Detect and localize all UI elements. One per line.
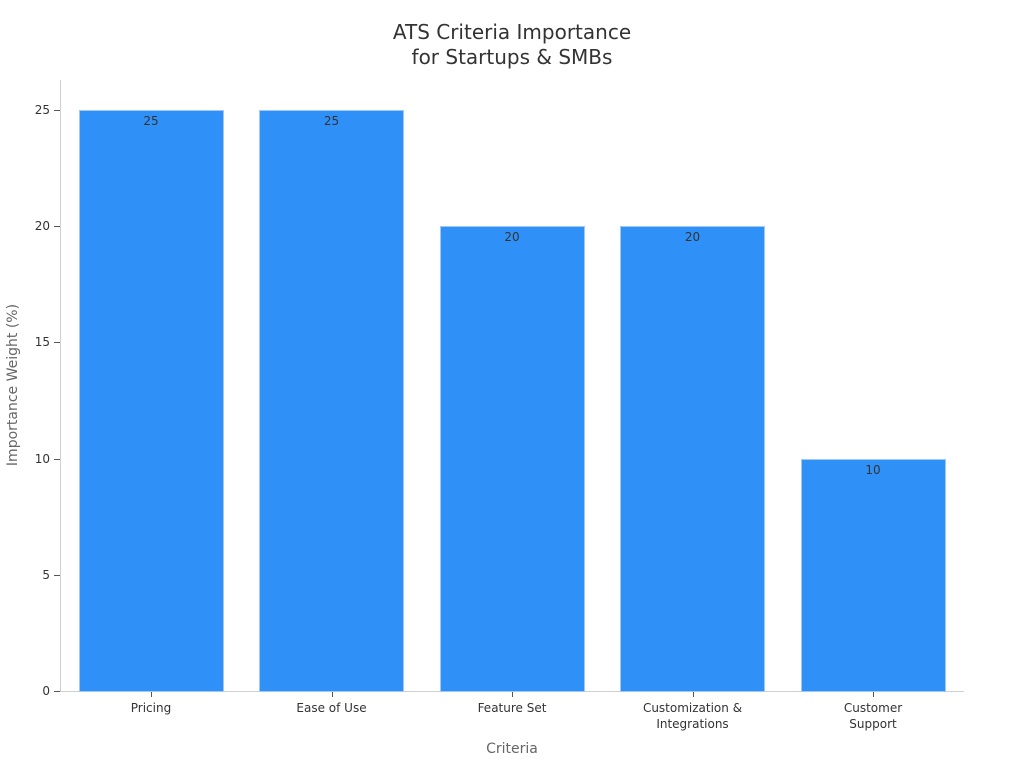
chart-title-line-1: ATS Criteria Importance xyxy=(392,20,632,44)
y-tick-mark xyxy=(54,110,60,111)
y-tick-label: 10 xyxy=(34,451,50,466)
x-tick-label: Customer Support xyxy=(793,700,953,732)
x-tick-mark xyxy=(331,692,333,697)
x-tick-label: Customization & Integrations xyxy=(613,700,773,732)
x-tick-label: Ease of Use xyxy=(252,700,412,716)
x-tick-label-line: Customer xyxy=(843,701,903,715)
x-tick-label-line: Support xyxy=(849,717,897,731)
y-tick-mark xyxy=(54,342,60,344)
y-tick-mark xyxy=(54,691,60,692)
chart-title-line-2: for Startups & SMBs xyxy=(411,45,613,69)
x-tick-label-line: Customization & xyxy=(642,701,743,715)
y-tick-mark xyxy=(54,574,60,576)
x-tick-label: Feature Set xyxy=(432,700,592,716)
x-tick-label-line: Ease of Use xyxy=(296,701,367,715)
y-axis-title: Importance Weight (%) xyxy=(5,303,21,467)
x-tick-mark xyxy=(873,692,874,697)
chart-title: ATS Criteria Importance for Startups & S… xyxy=(0,20,1024,70)
y-tick-label: 25 xyxy=(34,103,50,117)
bar: 10 xyxy=(800,458,946,692)
bar: 20 xyxy=(620,226,765,692)
y-tick-label: 20 xyxy=(34,219,50,234)
x-tick-mark xyxy=(151,692,152,697)
y-tick-label: 5 xyxy=(42,567,50,582)
bar-value-label: 25 xyxy=(323,114,340,128)
bar: 25 xyxy=(259,110,404,692)
y-tick-label: 0 xyxy=(42,684,50,698)
y-tick-label: 15 xyxy=(34,335,50,350)
y-axis-line xyxy=(60,80,61,692)
bar-value-label: 10 xyxy=(865,462,881,477)
x-tick-label: Pricing xyxy=(71,700,231,716)
x-tick-label-line: Pricing xyxy=(130,701,172,715)
bar-value-label: 20 xyxy=(504,230,520,245)
bar-value-label: 25 xyxy=(143,114,159,128)
y-tick-mark xyxy=(54,458,60,460)
bar-value-label: 20 xyxy=(684,230,701,245)
x-tick-label-line: Integrations xyxy=(656,717,729,731)
x-tick-label-line: Feature Set xyxy=(477,701,547,715)
x-tick-mark xyxy=(692,692,694,697)
bar: 20 xyxy=(439,226,585,692)
x-tick-mark xyxy=(512,692,513,697)
y-tick-mark xyxy=(54,226,60,228)
bar: 25 xyxy=(78,110,224,692)
x-axis-title: Criteria xyxy=(486,741,538,757)
